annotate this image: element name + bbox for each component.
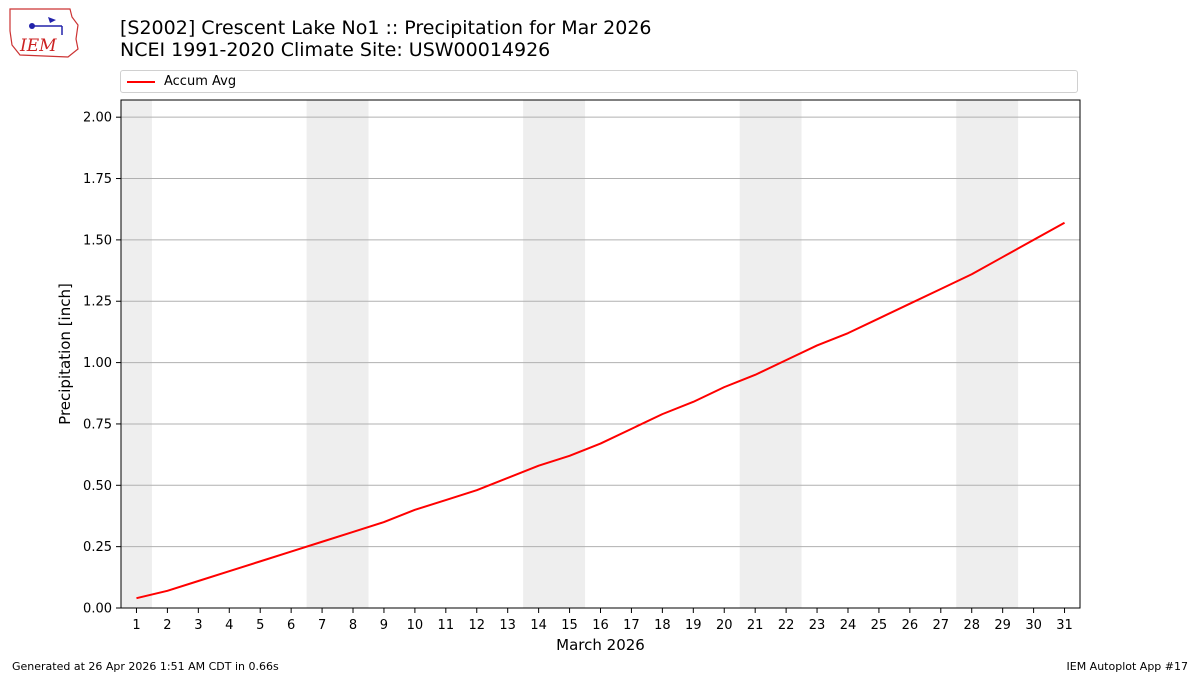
y-tick-label: 0.00 <box>83 602 112 617</box>
x-tick-label: 6 <box>287 618 295 633</box>
x-tick-label: 7 <box>318 618 326 633</box>
x-tick-label: 12 <box>468 618 485 633</box>
x-tick-label: 23 <box>809 618 826 633</box>
x-tick-label: 21 <box>747 618 764 633</box>
legend: Accum Avg <box>120 70 1078 93</box>
x-tick-label: 20 <box>716 618 733 633</box>
weekend-band-0 <box>121 100 152 608</box>
x-tick-label: 5 <box>256 618 264 633</box>
x-tick-label: 25 <box>871 618 888 633</box>
x-tick-label: 4 <box>225 618 233 633</box>
series-line-accum-avg <box>136 221 1066 600</box>
x-tick-label: 19 <box>685 618 702 633</box>
plot-frame <box>120 99 1081 609</box>
weekend-band-1 <box>306 100 369 608</box>
y-tick-label: 0.75 <box>83 417 112 432</box>
x-tick-label: 17 <box>623 618 640 633</box>
logo-text: IEM <box>19 36 57 56</box>
x-axis: 1 2 3 4 5 6 7 8 9 10 11 12 13 14 15 16 17 18 19 20 21 22 23 24 2… <box>132 608 1073 633</box>
y-tick-label: 1.00 <box>83 356 112 371</box>
y-gridlines <box>121 116 1080 609</box>
chart-title: [S2002] Crescent Lake No1 :: Precipitati… <box>120 17 652 61</box>
x-tick-label: 15 <box>561 618 578 633</box>
x-tick-label: 18 <box>654 618 671 633</box>
x-tick-label: 16 <box>592 618 609 633</box>
x-tick-label: 10 <box>407 618 424 633</box>
x-tick-label: 30 <box>1025 618 1042 633</box>
series-layer <box>136 221 1066 600</box>
y-tick-label: 1.75 <box>83 172 112 187</box>
weekend-band-2 <box>523 100 586 608</box>
x-axis-label: March 2026 <box>556 636 645 654</box>
y-tick-label: 0.50 <box>83 479 112 494</box>
x-tick-label: 14 <box>530 618 547 633</box>
iowa-outline-icon <box>9 8 79 58</box>
x-tick-label: 9 <box>380 618 388 633</box>
legend-label: Accum Avg <box>164 74 237 89</box>
legend-swatch <box>127 81 155 83</box>
x-tick-label: 8 <box>349 618 357 633</box>
x-tick-label: 1 <box>132 618 140 633</box>
y-tick-label: 1.25 <box>83 295 112 310</box>
x-tick-label: 28 <box>963 618 980 633</box>
x-tick-label: 27 <box>933 618 950 633</box>
x-tick-label: 2 <box>163 618 171 633</box>
y-axis: 0.00 0.25 0.50 0.75 1.00 1.25 1.50 1.75 2.00 <box>83 111 121 617</box>
title-line-2: NCEI 1991-2020 Climate Site: USW00014926 <box>120 39 551 61</box>
x-tick-label: 3 <box>194 618 202 633</box>
iem-logo: IEM <box>8 5 80 63</box>
y-tick-label: 0.25 <box>83 540 112 555</box>
footer-app: IEM Autoplot App #17 <box>1066 660 1189 673</box>
x-tick-label: 13 <box>499 618 516 633</box>
y-axis-label: Precipitation [inch] <box>56 283 74 425</box>
y-tick-label: 1.50 <box>83 233 112 248</box>
weekend-band-3 <box>739 100 802 608</box>
x-tick-label: 31 <box>1056 618 1073 633</box>
x-tick-label: 29 <box>994 618 1011 633</box>
x-tick-label: 11 <box>438 618 455 633</box>
footer-generated: Generated at 26 Apr 2026 1:51 AM CDT in … <box>12 660 279 673</box>
y-tick-label: 2.00 <box>83 111 112 126</box>
weekend-bands <box>121 100 1019 608</box>
title-line-1: [S2002] Crescent Lake No1 :: Precipitati… <box>120 17 652 39</box>
weekend-band-4 <box>956 100 1019 608</box>
x-tick-label: 22 <box>778 618 795 633</box>
x-tick-label: 24 <box>840 618 857 633</box>
x-tick-label: 26 <box>902 618 919 633</box>
